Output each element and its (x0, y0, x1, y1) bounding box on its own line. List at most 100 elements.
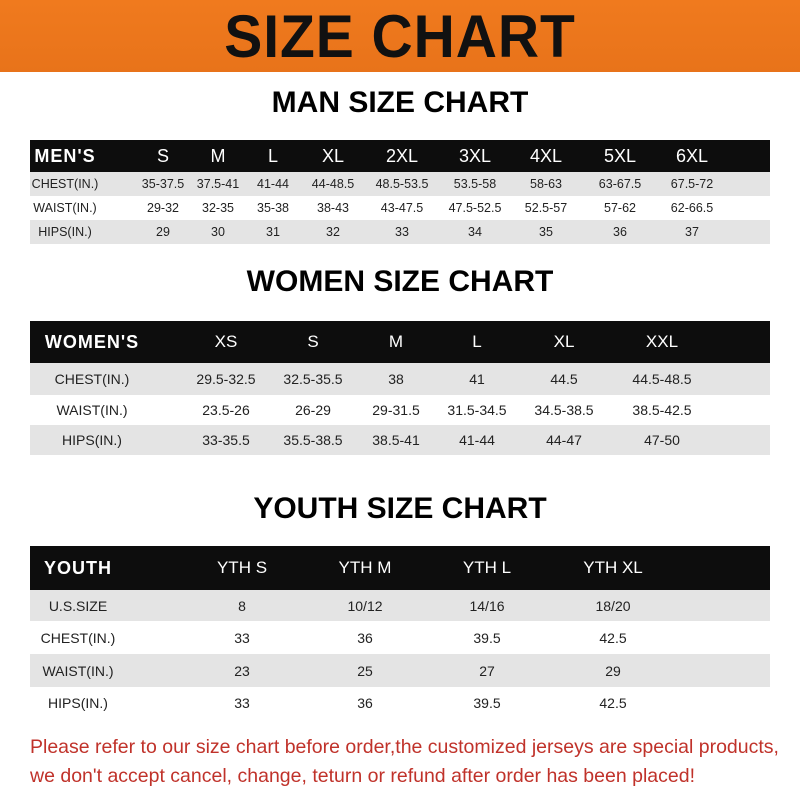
table-heading: YOUTH (44, 557, 112, 578)
size-column-header: 4XL (529, 145, 563, 166)
table-cell: 38 (388, 371, 404, 387)
table-row: U.S.SIZE 8 10/12 14/16 18/20 (30, 590, 770, 621)
measurement-label: CHEST(IN.) (31, 177, 99, 191)
table-cell: 44.5-48.5 (632, 371, 692, 387)
size-column-header: XXL (645, 332, 679, 351)
table-row: HIPS(IN.) 33 36 39.5 42.5 (30, 687, 770, 718)
table-cell: 52.5-57 (524, 201, 568, 215)
table-cell: 29 (605, 662, 621, 679)
table-cell: 29-32 (147, 201, 179, 215)
table-cell: 27 (479, 662, 495, 679)
notice-line: Please refer to our size chart before or… (30, 736, 779, 758)
order-notice: Please refer to our size chart before or… (30, 733, 790, 791)
measurement-label: HIPS(IN.) (48, 694, 108, 711)
table-cell: 53.5-58 (453, 177, 497, 191)
size-column-header: 2XL (385, 145, 419, 166)
table-cell: 10/12 (347, 597, 383, 614)
table-cell: 67.5-72 (670, 177, 714, 191)
size-column-header: YTH M (338, 558, 392, 577)
table-row: WAIST(IN.) 23 25 27 29 (30, 654, 770, 687)
size-column-header: M (210, 145, 226, 166)
table-cell: 47-50 (644, 432, 680, 448)
table-cell: 18/20 (595, 597, 631, 614)
size-column-header: 3XL (458, 145, 492, 166)
table-cell: 39.5 (473, 629, 501, 646)
table-row: HIPS(IN.) 29 30 31 32 33 34 35 36 37 (30, 220, 770, 244)
table-cell: 36 (613, 225, 627, 239)
table-cell: 62-66.5 (670, 201, 714, 215)
table-cell: 35-37.5 (141, 177, 185, 191)
size-column-header: 6XL (675, 145, 709, 166)
size-column-header: M (388, 332, 404, 351)
women-section-title: WOMEN SIZE CHART (246, 265, 554, 298)
table-cell: 43-47.5 (380, 201, 424, 215)
table-cell: 39.5 (473, 694, 501, 711)
table-cell: 42.5 (599, 629, 627, 646)
table-cell: 29-31.5 (372, 402, 420, 418)
table-cell: 33-35.5 (202, 432, 250, 448)
table-cell: 33 (395, 225, 409, 239)
table-cell: 34 (468, 225, 482, 239)
table-row: CHEST(IN.) 29.5-32.5 32.5-35.5 38 41 44.5 44.5… (30, 363, 770, 395)
table-cell: 32.5-35.5 (283, 371, 343, 387)
table-heading: MEN'S (34, 145, 96, 166)
table-row: WAIST(IN.) 23.5-26 26-29 29-31.5 31.5-34.5 34… (30, 395, 770, 425)
table-cell: 47.5-52.5 (448, 201, 502, 215)
table-cell: 41-44 (459, 432, 495, 448)
table-cell: 58-63 (530, 177, 562, 191)
table-cell: 36 (357, 694, 373, 711)
size-column-header: S (156, 145, 170, 166)
table-cell: 31 (266, 225, 280, 239)
measurement-label: CHEST(IN.) (40, 629, 116, 646)
table-cell: 26-29 (295, 402, 331, 418)
table-cell: 31.5-34.5 (447, 402, 507, 418)
table-cell: 57-62 (604, 201, 636, 215)
men-size-table: MEN'S S M L XL 2XL 3XL 4XL 5XL 6XL CHEST(IN.) 35-37… (30, 140, 770, 244)
measurement-label: CHEST(IN.) (54, 371, 130, 387)
measurement-label: WAIST(IN.) (56, 402, 128, 418)
size-column-header: L (472, 332, 482, 351)
table-row: WAIST(IN.) 29-32 32-35 35-38 38-43 43-47.5 47.… (30, 196, 770, 220)
table-cell: 25 (357, 662, 373, 679)
table-cell: 48.5-53.5 (375, 177, 429, 191)
measurement-label: HIPS(IN.) (38, 225, 92, 239)
table-cell: 35-38 (257, 201, 289, 215)
table-cell: 33 (234, 694, 250, 711)
women-size-table: WOMEN'S XS S M L XL XXL CHEST(IN.) 29.5-32.5 32.5… (30, 321, 770, 455)
table-header-row: YOUTH YTH S YTH M YTH L YTH XL (30, 546, 770, 590)
table-cell: 38.5-41 (372, 432, 420, 448)
table-cell: 41 (469, 371, 485, 387)
measurement-label: WAIST(IN.) (33, 201, 97, 215)
measurement-label: U.S.SIZE (48, 597, 108, 614)
table-cell: 35 (539, 225, 553, 239)
table-cell: 38-43 (317, 201, 349, 215)
size-column-header: YTH L (462, 558, 512, 577)
table-row: CHEST(IN.) 33 36 39.5 42.5 (30, 621, 770, 654)
table-cell: 23.5-26 (202, 402, 250, 418)
notice-line: we don't accept cancel, change, teturn o… (30, 765, 695, 787)
size-column-header: L (267, 145, 279, 166)
banner: SIZE CHART (0, 0, 800, 72)
table-cell: 30 (211, 225, 225, 239)
size-column-header: YTH S (216, 558, 268, 577)
measurement-label: HIPS(IN.) (62, 432, 122, 448)
table-cell: 29.5-32.5 (196, 371, 256, 387)
table-cell: 44-47 (546, 432, 582, 448)
table-cell: 32-35 (202, 201, 234, 215)
table-cell: 23 (234, 662, 250, 679)
table-cell: 37 (685, 225, 699, 239)
size-column-header: XS (214, 332, 238, 351)
table-cell: 29 (156, 225, 170, 239)
table-cell: 32 (326, 225, 340, 239)
men-section-title: MAN SIZE CHART (271, 86, 529, 119)
table-cell: 34.5-38.5 (534, 402, 594, 418)
size-column-header: YTH XL (583, 558, 643, 577)
size-column-header: XL (321, 145, 345, 166)
size-column-header: S (307, 332, 319, 351)
table-cell: 36 (357, 629, 373, 646)
table-cell: 38.5-42.5 (632, 402, 692, 418)
table-header-row: MEN'S S M L XL 2XL 3XL 4XL 5XL 6XL (30, 140, 770, 172)
table-cell: 33 (234, 629, 250, 646)
banner-title: SIZE CHART (224, 3, 576, 70)
